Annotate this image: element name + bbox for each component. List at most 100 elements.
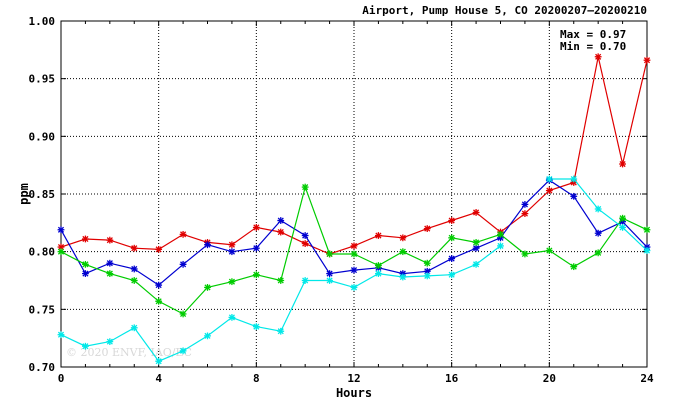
data-point — [350, 266, 358, 274]
x-tick-label: 8 — [253, 372, 260, 385]
data-point — [277, 277, 285, 284]
data-point — [106, 236, 114, 244]
series-4 — [57, 175, 651, 365]
data-point — [448, 217, 456, 224]
min-annotation: Min = 0.70 — [560, 40, 626, 53]
data-point — [619, 224, 626, 231]
y-tick-label: 0.70 — [29, 361, 56, 374]
data-point — [82, 260, 89, 268]
data-point — [472, 209, 480, 216]
x-tick-label: 16 — [445, 372, 459, 385]
data-point — [643, 226, 651, 234]
data-point — [57, 248, 65, 256]
data-point — [448, 255, 456, 262]
data-point — [179, 260, 187, 268]
data-point — [423, 259, 431, 267]
data-point — [545, 247, 553, 254]
grid-lines — [61, 21, 647, 367]
data-point — [252, 271, 260, 279]
data-point — [57, 331, 65, 339]
chart-title: Airport, Pump House 5, CO 20200207–20200… — [362, 4, 647, 17]
data-point — [106, 338, 114, 346]
series-1 — [57, 53, 651, 258]
series-layer — [57, 53, 651, 365]
data-point — [155, 281, 163, 289]
series-line — [60, 245, 501, 362]
tick-labels: 0 4 8 12 16 20 24 0.70 0.75 0.80 0.85 0.90 0.95 1.00 — [29, 15, 654, 385]
series-2 — [57, 176, 651, 289]
data-point — [204, 332, 211, 340]
data-point — [130, 244, 138, 252]
data-point — [204, 284, 211, 291]
data-point — [277, 217, 285, 224]
data-point — [448, 234, 456, 242]
data-point — [594, 229, 602, 237]
data-point — [350, 284, 358, 291]
data-point — [472, 244, 480, 252]
data-point — [326, 270, 333, 277]
x-tick-label: 4 — [155, 372, 162, 385]
series-line — [60, 56, 648, 255]
y-tick-label: 0.85 — [29, 188, 56, 201]
y-tick-label: 0.95 — [29, 73, 56, 86]
data-point — [301, 232, 309, 239]
data-point — [423, 267, 431, 275]
data-point — [277, 228, 285, 236]
data-point — [570, 175, 578, 183]
data-point — [619, 160, 626, 168]
data-point — [399, 248, 407, 256]
y-tick-label: 0.80 — [29, 246, 56, 259]
data-point — [228, 241, 236, 249]
data-point — [521, 250, 529, 258]
data-point — [82, 342, 89, 350]
data-point — [228, 314, 236, 321]
data-point — [179, 347, 187, 355]
data-point — [252, 244, 260, 252]
data-point — [350, 250, 358, 258]
y-tick-label: 1.00 — [29, 15, 56, 28]
data-point — [130, 265, 138, 273]
data-point — [252, 224, 260, 231]
data-point — [375, 232, 382, 239]
data-point — [57, 226, 65, 234]
data-point — [179, 230, 187, 238]
y-axis-label: ppm — [17, 183, 31, 205]
x-tick-label: 24 — [640, 372, 654, 385]
data-point — [399, 273, 407, 281]
data-point — [472, 260, 480, 268]
data-point — [82, 235, 89, 243]
data-point — [570, 192, 578, 200]
data-point — [155, 357, 163, 365]
x-tick-label: 20 — [543, 372, 556, 385]
x-axis-label: Hours — [336, 386, 372, 400]
data-point — [301, 240, 309, 247]
data-point — [594, 249, 602, 257]
data-point — [472, 239, 480, 246]
max-annotation: Max = 0.97 — [560, 28, 626, 41]
data-point — [326, 250, 333, 258]
data-point — [326, 277, 333, 284]
series-3 — [57, 183, 651, 318]
data-point — [130, 324, 138, 332]
data-point — [497, 242, 504, 250]
data-point — [497, 230, 504, 238]
data-point — [155, 245, 163, 253]
data-point — [423, 225, 431, 232]
y-tick-label: 0.90 — [29, 130, 56, 143]
data-point — [423, 272, 431, 280]
data-point — [130, 277, 138, 284]
axis-ticks — [60, 20, 648, 368]
data-point — [375, 262, 382, 269]
data-point — [106, 259, 114, 267]
data-point — [106, 270, 114, 277]
x-tick-label: 12 — [347, 372, 360, 385]
data-point — [619, 214, 626, 222]
data-point — [277, 327, 285, 335]
data-point — [82, 270, 89, 277]
data-point — [545, 187, 553, 194]
data-point — [375, 270, 382, 277]
data-point — [179, 310, 187, 318]
data-point — [521, 200, 529, 208]
data-point — [301, 277, 309, 284]
